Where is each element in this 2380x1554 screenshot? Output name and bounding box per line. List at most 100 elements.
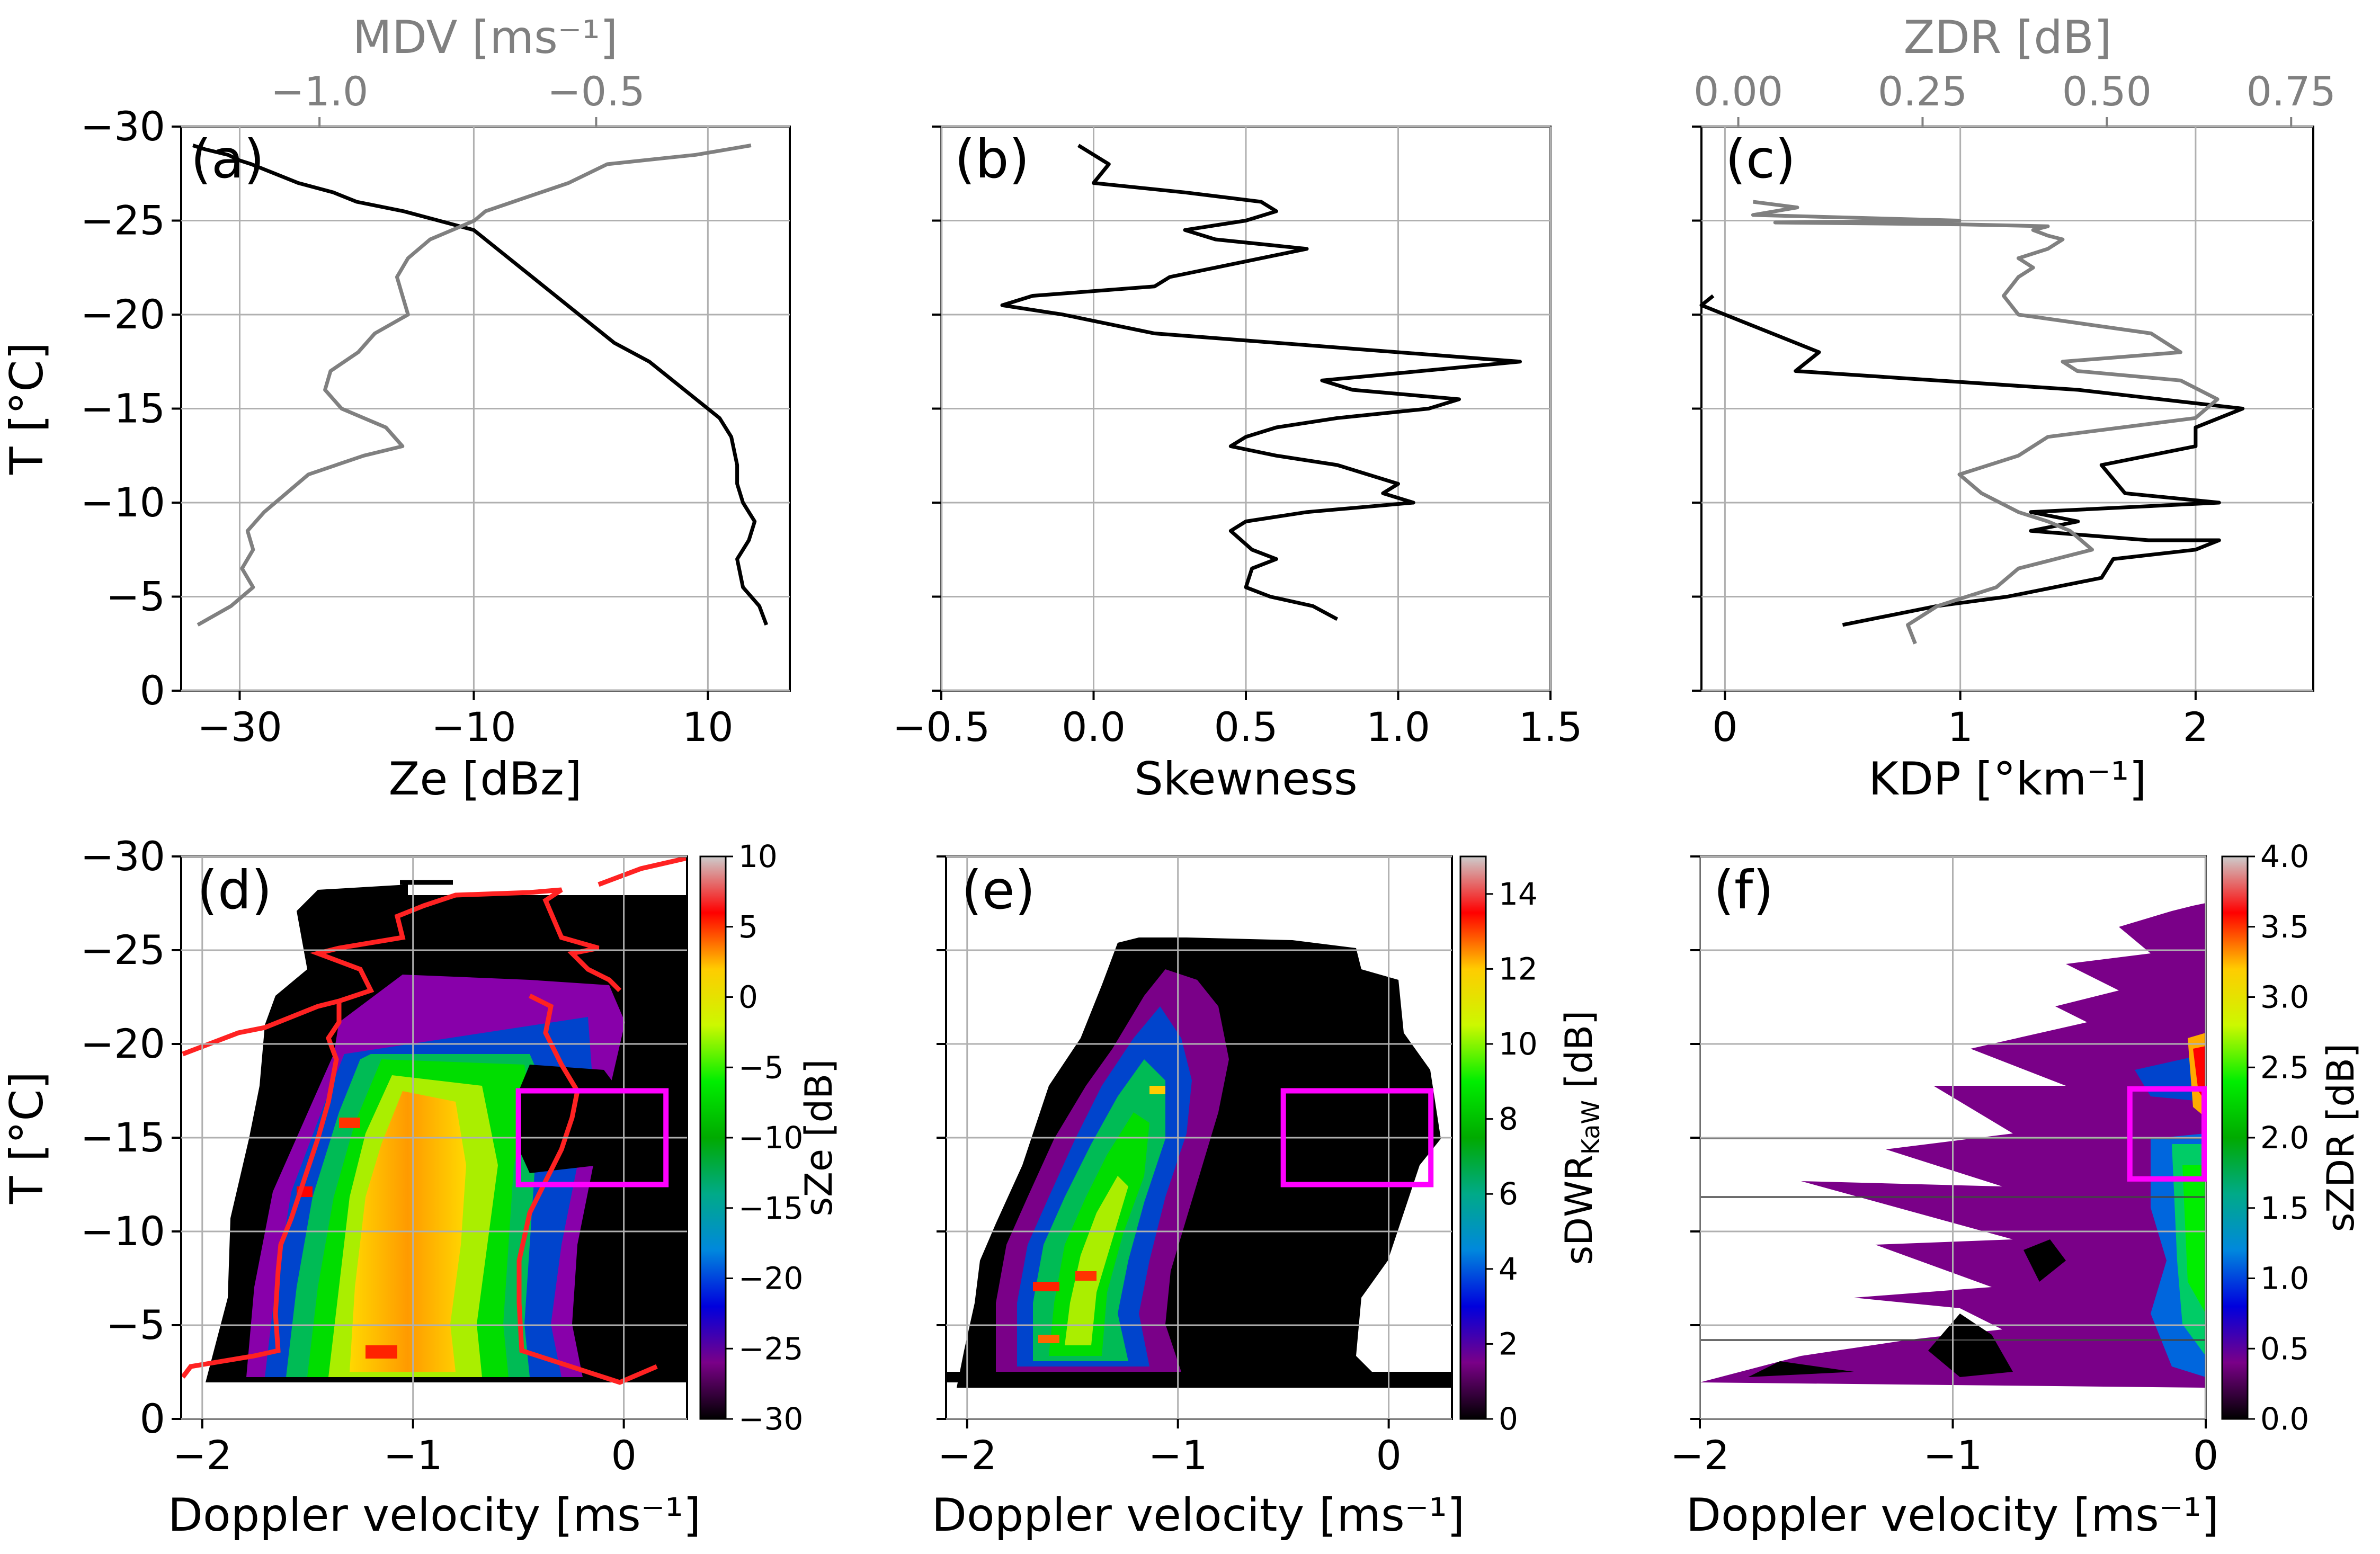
colorbar-tick-label: 0 <box>1499 1401 1518 1437</box>
top-tick-label: 0.75 <box>2247 68 2336 115</box>
x-tick-label: 0 <box>1376 1432 1401 1479</box>
x-tick-label: 1.0 <box>1366 703 1430 751</box>
x-tick-label: 0.0 <box>1062 703 1126 751</box>
colorbar-tick-label: 0.0 <box>2260 1401 2309 1437</box>
colorbar-tick-label: 1.5 <box>2260 1190 2309 1226</box>
panel-a-label: (a) <box>191 128 264 190</box>
colorbar-tick-label: 5 <box>738 909 758 945</box>
panel-e-highlight-box <box>1280 1088 1434 1187</box>
panel-d-heatmap <box>181 856 687 1385</box>
y-tick-label: −30 <box>81 103 165 150</box>
colorbar-tick-label: 14 <box>1499 876 1538 912</box>
x-tick-label: −0.5 <box>893 703 991 751</box>
panel-f-colorbar: 4.0 3.5 3.0 2.5 2.0 1.5 1.0 0.5 0.0 sZDR [dB] <box>2221 838 2363 1437</box>
colorbar-tick-label: 3.0 <box>2260 979 2309 1015</box>
colorbar-label: sDWRKaW [dB] <box>1557 1011 1605 1265</box>
highlight-box <box>2127 1086 2207 1182</box>
colorbar-tick-label: −10 <box>738 1120 803 1156</box>
series-line-bottom <box>192 144 769 626</box>
x-tick-label: 1.5 <box>1519 703 1583 751</box>
panel-f-ticks: −2 −1 0 <box>1670 855 2218 1479</box>
top-tick-label: −1.0 <box>271 68 369 115</box>
panel-e-colorbar: 14 12 10 8 6 4 2 0 sDWRKaW [dB] <box>1459 855 1605 1437</box>
x-tick-label: −1 <box>1923 1432 1982 1479</box>
colorbar-tick-label: 0 <box>738 979 758 1015</box>
y-tick-label: −30 <box>81 833 165 880</box>
x-tick-label: −10 <box>431 703 516 751</box>
colorbar-gradient <box>699 855 727 1420</box>
panel-f-highlight-box <box>2127 1086 2207 1182</box>
y-tick-label: −5 <box>106 573 165 620</box>
highlight-box <box>515 1088 669 1187</box>
highlight-box <box>1280 1088 1434 1187</box>
colorbar-gradient <box>2221 855 2249 1420</box>
panel-b-grid <box>940 126 1552 692</box>
colorbar-tick-label: −15 <box>738 1190 803 1226</box>
panel-c-grid <box>1701 126 2313 692</box>
series-line-top <box>1751 200 2219 645</box>
panel-e-label: (e) <box>961 859 1036 921</box>
panel-f-xlabel: Doppler velocity [ms⁻¹] <box>1686 1489 2219 1542</box>
panel-a-ticks: −30 −10 10 0 −5 −10 −15 −20 −25 −30 −1.0 −0.5 <box>81 68 734 751</box>
x-tick-label: −1 <box>1148 1432 1208 1479</box>
x-tick-label: −2 <box>938 1432 997 1479</box>
colorbar-label: sZe [dB] <box>797 1059 841 1217</box>
panel-d-ylabel: T [°C] <box>1 1071 54 1204</box>
x-tick-label: 0 <box>2193 1432 2218 1479</box>
panel-d-grid <box>181 855 687 1420</box>
top-tick-label: 0.25 <box>1878 68 1967 115</box>
panel-c-ticks: 0 1 2 0.00 0.25 0.50 0.75 <box>1692 68 2336 751</box>
panel-b: −0.5 0.0 0.5 1.0 1.5 (b) Skewness <box>893 126 1583 806</box>
panel-d-label: (d) <box>197 859 272 921</box>
y-tick-label: 0 <box>140 1395 165 1442</box>
colorbar-tick-label: 0.5 <box>2260 1330 2309 1367</box>
colorbar-tick-label: 6 <box>1499 1176 1518 1212</box>
colorbar-tick-label: 4 <box>1499 1251 1518 1287</box>
panel-b-label: (b) <box>955 128 1030 190</box>
y-tick-label: −15 <box>81 385 165 432</box>
x-tick-label: −2 <box>1670 1432 1730 1479</box>
y-tick-label: −25 <box>81 926 165 974</box>
panel-f: −2 −1 0 (f) Doppler velocity [ms⁻¹] 4.0 3.5… <box>1670 838 2363 1542</box>
panel-d-xlabel: Doppler velocity [ms⁻¹] <box>168 1489 701 1542</box>
panel-b-xlabel: Skewness <box>1134 753 1358 806</box>
x-tick-label: 0 <box>611 1432 636 1479</box>
panel-c-xlabel: KDP [°km⁻¹] <box>1868 753 2146 806</box>
y-tick-label: −20 <box>81 291 165 338</box>
panel-d-ticks: −2 −1 00−5−10−15−20−25−30 <box>81 833 637 1479</box>
y-tick-label: −25 <box>81 197 165 244</box>
panel-d-colorbar: 10 5 0 −5 −10 −15 −20 −25 −30 sZe [dB] <box>699 838 841 1437</box>
x-tick-label: −30 <box>197 703 282 751</box>
series-line-bottom <box>1000 144 1522 621</box>
x-tick-label: 10 <box>682 703 734 751</box>
colorbar-tick-label: −30 <box>738 1401 803 1437</box>
colorbar-tick-label: 10 <box>1499 1026 1538 1062</box>
panel-e-ticks: −2 −1 0 <box>937 855 1402 1479</box>
colorbar-tick-label: 8 <box>1499 1101 1518 1137</box>
panel-e-heatmap <box>946 937 1452 1388</box>
panel-c-top-label: ZDR [dB] <box>1904 11 2112 64</box>
panel-e-xlabel: Doppler velocity [ms⁻¹] <box>932 1489 1465 1542</box>
colorbar-tick-label: −20 <box>738 1261 803 1297</box>
panel-f-label: (f) <box>1714 859 1773 921</box>
panel-b-ticks: −0.5 0.0 0.5 1.0 1.5 <box>893 126 1583 751</box>
panel-d: −2 −1 00−5−10−15−20−25−30 (d) Doppler velo… <box>1 833 841 1542</box>
x-tick-label: −1 <box>384 1432 443 1479</box>
x-tick-label: 0.5 <box>1214 703 1278 751</box>
panel-c-label: (c) <box>1725 128 1796 190</box>
series-line-top <box>197 144 752 627</box>
panel-a-series <box>192 144 769 627</box>
y-tick-label: 0 <box>140 667 165 714</box>
top-tick-label: −0.5 <box>547 68 645 115</box>
x-tick-label: −2 <box>173 1432 232 1479</box>
colorbar-tick-label: −25 <box>738 1330 803 1367</box>
colorbar-label-sub: KaW <box>1576 1100 1605 1155</box>
panel-e-grid <box>946 855 1452 1420</box>
y-tick-label: −15 <box>81 1114 165 1161</box>
panel-a-xlabel: Ze [dBz] <box>389 753 582 806</box>
panel-d-highlight-box <box>515 1088 669 1187</box>
panel-a: −30 −10 10 0 −5 −10 −15 −20 −25 −30 −1.0 −0.5 (a) Z… <box>1 11 791 806</box>
panel-b-series <box>1000 144 1522 621</box>
panel-f-grid <box>1699 855 2207 1420</box>
